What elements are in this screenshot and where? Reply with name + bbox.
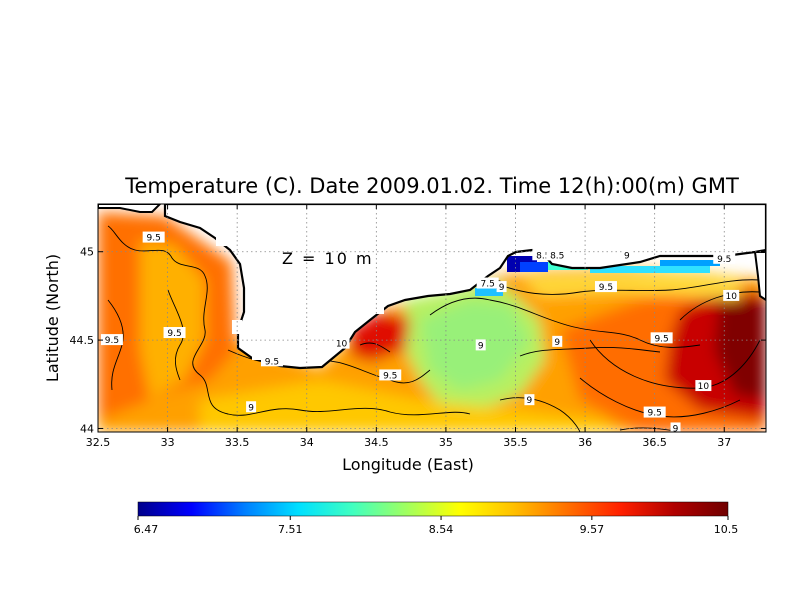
x-tick-label: 36.5 <box>642 436 667 449</box>
contour-labels: 9.5 9.5 9.5 9.5 10 9.5 9 7.5 9 8.5 8.5 9 9.5 9.5 10 9 9 9… <box>100 231 740 434</box>
contour-label: 9 <box>527 396 533 406</box>
contour-label-bg <box>594 281 617 293</box>
contour-label-bg <box>546 249 569 261</box>
contour-label-bg <box>650 332 673 344</box>
contour-label-bg <box>333 337 350 349</box>
x-tick-label: 33.5 <box>225 436 250 449</box>
contour-label: 10 <box>336 340 348 350</box>
colorbar-tick-label: 6.47 <box>134 523 159 536</box>
x-tick-label: 35.5 <box>503 436 528 449</box>
contour-label: 9.5 <box>383 371 397 381</box>
colorbar-tick-label: 8.54 <box>429 523 454 536</box>
contour-label-bg <box>621 249 632 261</box>
contour-label-bg <box>723 289 740 301</box>
y-axis: 44 44.5 45 <box>70 246 766 435</box>
contour-label: 9.5 <box>167 329 181 339</box>
contour-label: 9 <box>673 424 679 434</box>
contour-label-bg <box>246 401 257 413</box>
contour-label-bg <box>695 380 712 392</box>
contour-label: 7.5 <box>481 280 495 290</box>
contour-label-bg <box>713 252 736 264</box>
land-mask <box>98 204 766 370</box>
x-tick-label: 36 <box>578 436 592 449</box>
x-tick-label: 32.5 <box>86 436 111 449</box>
contour-label-bg <box>643 406 666 418</box>
contour-label-bg <box>379 369 402 381</box>
contour-label: 9.5 <box>265 357 279 367</box>
x-tick-label: 34.5 <box>364 436 389 449</box>
colorbar: 6.47 7.51 8.54 9.57 10.5 <box>134 501 739 536</box>
contour-label-bg <box>524 394 535 406</box>
contour-label: 9 <box>478 341 484 351</box>
contour-label-bg <box>163 327 186 339</box>
contour-label: 9.5 <box>105 336 119 346</box>
depth-annotation: Z = 10 m <box>282 249 374 268</box>
y-tick-label: 45 <box>80 246 94 259</box>
contour-label-bg <box>552 335 563 347</box>
contour-label-bg <box>475 339 486 351</box>
contour-label: 8.5 <box>536 251 550 261</box>
x-tick-label: 34 <box>300 436 314 449</box>
contour-label-bg <box>532 249 555 261</box>
grid-lines <box>98 204 766 432</box>
y-tick-label: 44 <box>80 422 94 435</box>
contour-label: 9.5 <box>599 283 613 293</box>
contour-label: 9 <box>248 403 254 413</box>
colorbar-ticks: 6.47 7.51 8.54 9.57 10.5 <box>134 516 739 536</box>
contour-label-bg <box>260 355 283 367</box>
colorbar-tick-label: 7.51 <box>278 523 303 536</box>
temperature-contours <box>107 225 761 432</box>
x-axis-label: Longitude (East) <box>342 455 474 474</box>
x-axis: 32.5 33 33.5 34 34.5 35 35.5 36 36.5 37 <box>86 204 731 449</box>
contour-label: 8.5 <box>550 251 564 261</box>
contour-label: 9.5 <box>717 255 731 265</box>
chart-title: Temperature (C). Date 2009.01.02. Time 1… <box>124 174 739 198</box>
colorbar-tick-label: 10.5 <box>714 523 739 536</box>
contour-label: 9 <box>624 251 630 261</box>
contour-label-bg <box>142 231 165 243</box>
contour-label-bg <box>496 281 507 293</box>
contour-label-bg <box>476 277 499 289</box>
contour-label-bg <box>670 422 681 432</box>
plot-area: 9.5 9.5 9.5 9.5 10 9.5 9 7.5 9 8.5 8.5 9 9.5 9.5 10 9 9 9… <box>98 204 766 434</box>
contour-label: 9.5 <box>648 409 662 419</box>
y-axis-label: Latitude (North) <box>43 254 62 382</box>
colorbar-tick-label: 9.57 <box>580 523 605 536</box>
x-tick-label: 35 <box>439 436 453 449</box>
x-tick-label: 33 <box>161 436 175 449</box>
y-tick-label: 44.5 <box>70 334 95 347</box>
contour-label-bg <box>100 334 123 346</box>
x-tick-label: 37 <box>717 436 731 449</box>
plot-frame <box>97 203 767 433</box>
contour-label: 9.5 <box>147 234 161 244</box>
contour-label: 9.5 <box>654 334 668 344</box>
contour-label: 10 <box>698 382 710 392</box>
contour-label: 9 <box>554 338 560 348</box>
contour-label: 9 <box>499 283 505 293</box>
sea-temperature-field <box>98 212 766 432</box>
colorbar-gradient <box>137 501 729 517</box>
contour-label: 10 <box>725 292 737 302</box>
